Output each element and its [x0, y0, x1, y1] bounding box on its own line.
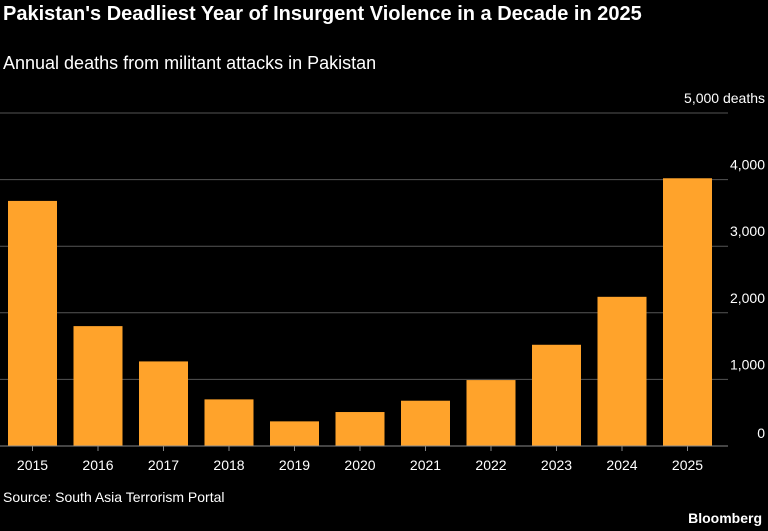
x-tick-label: 2022	[475, 457, 506, 473]
bar-2020	[335, 412, 385, 446]
bar-2021	[401, 400, 450, 446]
y-tick-label: 4,000	[730, 157, 765, 173]
bar-2025	[663, 178, 712, 446]
bar-2023	[532, 344, 581, 446]
x-tick-label: 2018	[213, 457, 244, 473]
y-tick-label: 3,000	[730, 223, 765, 239]
y-tick-label: 1,000	[730, 356, 765, 372]
chart-title: Pakistan's Deadliest Year of Insurgent V…	[3, 3, 642, 25]
x-axis-ticks: 2015 2016 2017 2018 2019 2020 2021 2022 2023 2024…	[0, 445, 728, 473]
x-tick-label: 2020	[344, 457, 375, 473]
y-tick-label: 5,000 deaths	[684, 90, 765, 106]
y-tick-label: 0	[757, 425, 765, 441]
x-tick-label: 2016	[82, 457, 113, 473]
bloomberg-logo: Bloomberg	[688, 510, 762, 526]
bar-2015	[8, 200, 57, 446]
y-axis-ticks: 0 1,000 2,000 3,000 4,000 5,000 deaths	[684, 90, 765, 441]
y-tick-label: 2,000	[730, 290, 765, 306]
x-tick-label: 2025	[672, 457, 703, 473]
x-tick-label: 2019	[279, 457, 310, 473]
bar-2019	[270, 421, 319, 446]
x-tick-label: 2021	[410, 457, 441, 473]
chart-subtitle: Annual deaths from militant attacks in P…	[3, 53, 377, 73]
bar-2016	[73, 326, 123, 446]
bar-2018	[204, 399, 254, 446]
bar-2022	[466, 380, 516, 446]
x-tick-label: 2017	[148, 457, 179, 473]
source-note: Source: South Asia Terrorism Portal	[3, 489, 225, 505]
bars	[8, 178, 712, 446]
bar-2024	[597, 296, 647, 446]
x-tick-label: 2024	[606, 457, 637, 473]
x-tick-label: 2023	[541, 457, 572, 473]
x-tick-label: 2015	[17, 457, 48, 473]
bar-2017	[139, 361, 188, 446]
